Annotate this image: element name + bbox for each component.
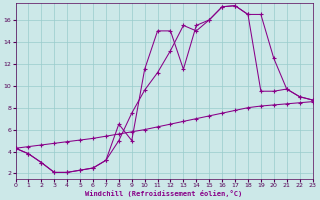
X-axis label: Windchill (Refroidissement éolien,°C): Windchill (Refroidissement éolien,°C)	[85, 190, 243, 197]
